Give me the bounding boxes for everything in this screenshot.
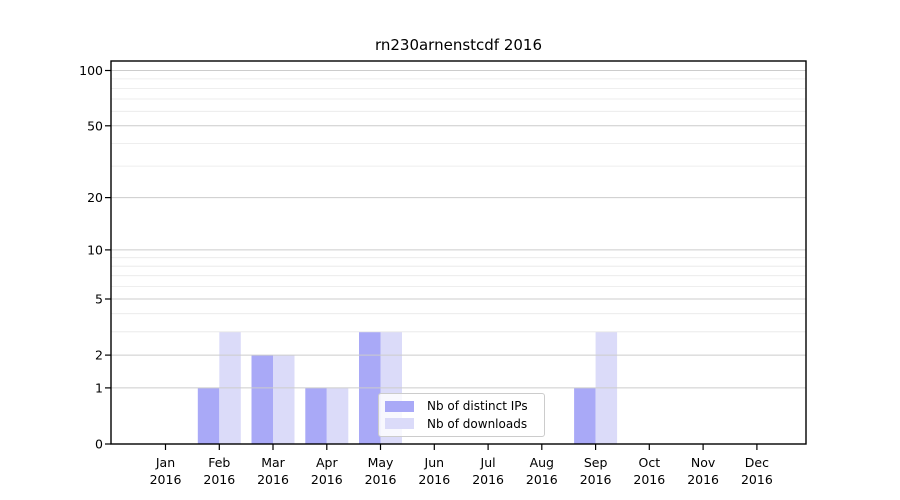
x-tick-label-year-dec: 2016 [741, 472, 773, 487]
x-tick-label-month-nov: Nov [691, 455, 716, 470]
y-tick-label-20: 20 [87, 190, 103, 205]
y-tick-label-0: 0 [95, 437, 103, 452]
bar-distinct-ips-mar [251, 355, 273, 444]
legend-label-distinct-ips: Nb of distinct IPs [427, 399, 528, 414]
x-tick-label-month-apr: Apr [316, 455, 338, 470]
gridlines-major-group [111, 70, 806, 389]
y-tick-label-10: 10 [87, 242, 103, 257]
x-tick-label-year-aug: 2016 [526, 472, 558, 487]
x-tick-label-year-jun: 2016 [418, 472, 450, 487]
x-tick-label-month-mar: Mar [261, 455, 285, 470]
x-tick-label-year-oct: 2016 [633, 472, 665, 487]
x-tick-label-year-may: 2016 [365, 472, 397, 487]
x-tick-label-month-aug: Aug [530, 455, 554, 470]
gridlines-minor-group [111, 78, 806, 333]
bar-downloads-apr [326, 387, 349, 444]
legend-swatch-downloads [385, 418, 414, 430]
legend-item-downloads: Nb of downloads [385, 417, 536, 431]
legend-item-distinct-ips: Nb of distinct IPs [385, 399, 536, 413]
x-tick-label-month-oct: Oct [638, 455, 660, 470]
legend: Nb of distinct IPs Nb of downloads [378, 393, 545, 437]
plot-border [110, 60, 807, 445]
axis-ticks-group [105, 69, 758, 450]
x-axis-labels-group: Jan 2016 Feb 2016 Mar 2016 Apr 2016 May 2016 Jun 20… [150, 455, 773, 487]
y-tick-label-50: 50 [87, 118, 103, 133]
plot-frame-group [110, 60, 807, 445]
bar-distinct-ips-apr [305, 387, 327, 444]
chart-title: rn230arnenstcdf 2016 [374, 36, 543, 54]
x-tick-label-month-jun: Jun [424, 455, 445, 470]
x-tick-label-year-sep: 2016 [580, 472, 612, 487]
y-tick-label-5: 5 [95, 292, 103, 307]
bar-distinct-ips-sep [574, 387, 596, 444]
x-tick-label-month-feb: Feb [208, 455, 230, 470]
x-tick-label-year-jul: 2016 [472, 472, 504, 487]
y-tick-label-100: 100 [79, 63, 103, 78]
bar-downloads-mar [273, 355, 295, 444]
x-tick-label-month-jul: Jul [480, 455, 496, 470]
y-tick-label-1: 1 [95, 380, 103, 395]
x-tick-label-year-mar: 2016 [257, 472, 289, 487]
x-tick-label-year-jan: 2016 [150, 472, 182, 487]
x-tick-label-year-feb: 2016 [203, 472, 235, 487]
legend-label-downloads: Nb of downloads [427, 416, 528, 431]
x-tick-label-month-dec: Dec [745, 455, 769, 470]
y-axis-labels-group: 0 1 2 5 10 20 50 100 [79, 63, 103, 452]
x-tick-label-year-nov: 2016 [687, 472, 719, 487]
x-tick-label-month-jan: Jan [155, 455, 175, 470]
x-tick-label-month-may: May [368, 455, 394, 470]
y-tick-label-2: 2 [95, 348, 103, 363]
bar-distinct-ips-feb [197, 387, 220, 444]
x-tick-label-month-sep: Sep [584, 455, 608, 470]
x-tick-label-year-apr: 2016 [311, 472, 343, 487]
legend-swatch-distinct-ips [385, 400, 414, 412]
